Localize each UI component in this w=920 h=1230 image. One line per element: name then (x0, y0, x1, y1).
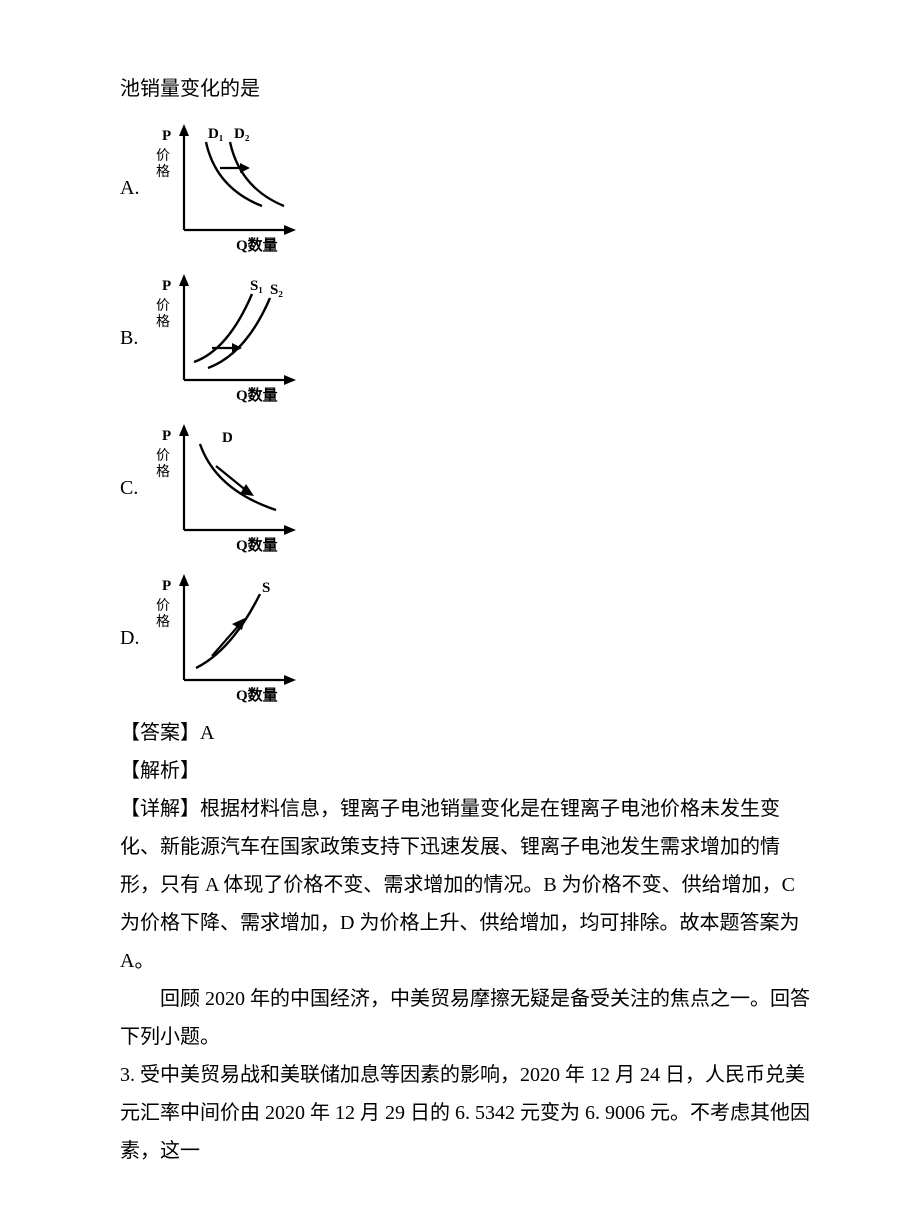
option-a-row: A. P 价 格 Q数量 D₁ D₂ (120, 118, 810, 258)
option-b-row: B. P 价 格 Q数量 S₁ S₂ (120, 268, 810, 408)
option-d-label: D. (120, 619, 150, 657)
analysis-body: 【详解】根据材料信息，锂离子电池销量变化是在锂离子电池价格未发生变化、新能源汽车… (120, 790, 810, 980)
svg-text:D₁: D₁ (208, 126, 223, 142)
intro-fragment: 池销量变化的是 (120, 70, 810, 108)
svg-text:Q数量: Q数量 (236, 236, 278, 254)
chart-d: P 价 格 Q数量 S (150, 568, 310, 708)
svg-text:S₂: S₂ (270, 282, 283, 298)
svg-text:Q数量: Q数量 (236, 536, 278, 554)
svg-text:价: 价 (156, 148, 170, 164)
option-a-label: A. (120, 169, 150, 207)
option-c-row: C. P 价 格 Q数量 D (120, 418, 810, 558)
analysis-heading: 【解析】 (120, 752, 810, 790)
svg-text:价: 价 (156, 598, 170, 614)
svg-text:格: 格 (156, 464, 170, 480)
chart-c: P 价 格 Q数量 D (150, 418, 310, 558)
svg-text:P: P (162, 428, 171, 444)
svg-text:D: D (222, 430, 233, 446)
option-b-label: B. (120, 319, 150, 357)
svg-text:S₁: S₁ (250, 278, 263, 294)
chart-a: P 价 格 Q数量 D₁ D₂ (150, 118, 310, 258)
svg-text:P: P (162, 278, 171, 294)
svg-text:格: 格 (156, 614, 170, 630)
svg-text:Q数量: Q数量 (236, 686, 278, 704)
svg-text:S: S (262, 580, 270, 596)
option-d-row: D. P 价 格 Q数量 S (120, 568, 810, 708)
svg-text:Q数量: Q数量 (236, 386, 278, 404)
context-paragraph: 回顾 2020 年的中国经济，中美贸易摩擦无疑是备受关注的焦点之一。回答下列小题… (120, 980, 810, 1056)
chart-b: P 价 格 Q数量 S₁ S₂ (150, 268, 310, 408)
svg-text:价: 价 (156, 298, 170, 314)
svg-text:格: 格 (156, 164, 170, 180)
svg-text:价: 价 (156, 448, 170, 464)
answer-line: 【答案】A (120, 714, 810, 752)
option-c-label: C. (120, 469, 150, 507)
svg-text:D₂: D₂ (234, 126, 250, 142)
svg-text:P: P (162, 578, 171, 594)
svg-text:P: P (162, 128, 171, 144)
question-3-text: 3. 受中美贸易战和美联储加息等因素的影响，2020 年 12 月 24 日，人… (120, 1056, 810, 1170)
svg-text:格: 格 (156, 314, 170, 330)
